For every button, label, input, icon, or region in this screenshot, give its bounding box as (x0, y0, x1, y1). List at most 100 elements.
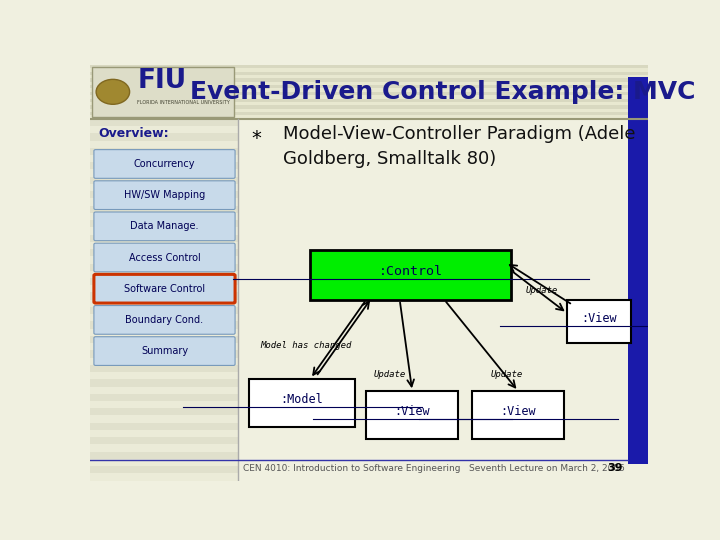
Bar (90, 474, 238, 481)
Bar (249, 379, 355, 427)
Bar (90, 430, 238, 437)
Bar (90, 162, 238, 170)
Bar (90, 65, 648, 68)
Bar (90, 336, 238, 343)
Bar (90, 198, 238, 206)
Bar (90, 206, 238, 213)
Text: Access Control: Access Control (129, 253, 200, 262)
Text: Event-Driven Control Example: MVC: Event-Driven Control Example: MVC (190, 80, 696, 104)
Bar (310, 250, 511, 300)
Bar (366, 391, 458, 439)
Bar (90, 177, 238, 184)
Text: Goldberg, Smalltalk 80): Goldberg, Smalltalk 80) (282, 150, 496, 168)
Bar (90, 126, 238, 133)
Bar (90, 75, 648, 78)
Bar (629, 77, 648, 464)
Bar (90, 92, 648, 95)
Text: Model-View-Controller Paradigm (Adele: Model-View-Controller Paradigm (Adele (282, 125, 635, 143)
Bar (90, 119, 238, 126)
Bar (90, 350, 238, 357)
Bar (90, 148, 238, 155)
Bar (90, 408, 238, 415)
Text: Seventh Lecture on March 2, 2005: Seventh Lecture on March 2, 2005 (469, 464, 625, 472)
Bar (90, 227, 238, 234)
Text: :Control: :Control (379, 265, 443, 278)
Text: *: * (252, 129, 261, 149)
Bar (90, 365, 238, 372)
Bar (90, 451, 238, 459)
Text: Update: Update (526, 286, 558, 295)
Text: FIU: FIU (138, 68, 186, 94)
Bar (90, 155, 238, 162)
Bar (90, 444, 238, 451)
FancyBboxPatch shape (94, 274, 235, 303)
Bar (90, 89, 648, 92)
Bar (90, 72, 648, 75)
Bar (90, 85, 648, 89)
Text: CEN 4010: Introduction to Software Engineering: CEN 4010: Introduction to Software Engin… (243, 464, 461, 472)
Bar (90, 271, 238, 278)
Bar (90, 423, 238, 430)
Bar (90, 300, 238, 307)
Text: :Model: :Model (281, 393, 323, 406)
Bar (472, 391, 564, 439)
Bar (90, 112, 648, 116)
FancyBboxPatch shape (94, 212, 235, 241)
Circle shape (96, 79, 130, 104)
Text: Overview:: Overview: (99, 127, 169, 140)
Text: Summary: Summary (141, 346, 188, 356)
Bar (90, 314, 238, 321)
Bar (90, 437, 238, 444)
Bar (90, 293, 238, 300)
Text: Model has changed: Model has changed (260, 341, 351, 350)
Bar (90, 466, 238, 474)
Text: :View: :View (395, 406, 430, 419)
Bar (90, 264, 238, 271)
Bar (90, 191, 238, 198)
FancyBboxPatch shape (94, 337, 235, 366)
Bar (91, 67, 234, 117)
Text: 39: 39 (608, 463, 623, 473)
Bar (567, 300, 631, 343)
Text: FLORIDA INTERNATIONAL UNIVERSITY: FLORIDA INTERNATIONAL UNIVERSITY (138, 100, 230, 105)
FancyBboxPatch shape (94, 150, 235, 178)
Bar (90, 321, 238, 329)
Bar (90, 102, 648, 105)
Bar (90, 459, 238, 466)
Bar (90, 220, 238, 227)
Bar (90, 242, 238, 249)
Text: HW/SW Mapping: HW/SW Mapping (124, 190, 205, 200)
Text: Boundary Cond.: Boundary Cond. (125, 315, 204, 325)
Bar (90, 95, 648, 99)
Bar (90, 343, 238, 350)
Bar (90, 170, 238, 177)
Text: Update: Update (374, 370, 406, 379)
Bar (90, 357, 238, 365)
Bar (90, 184, 238, 191)
Text: Update: Update (491, 370, 523, 379)
Bar (90, 140, 238, 148)
Bar (90, 415, 238, 423)
Bar (90, 109, 648, 112)
FancyBboxPatch shape (94, 306, 235, 334)
FancyBboxPatch shape (94, 181, 235, 210)
Bar (90, 105, 648, 109)
Bar (90, 78, 648, 82)
Bar (90, 133, 238, 140)
Text: Software Control: Software Control (124, 284, 205, 294)
Bar (90, 68, 648, 72)
Text: Concurrency: Concurrency (134, 159, 195, 169)
Bar (90, 99, 648, 102)
Bar (90, 249, 238, 256)
Text: Data Manage.: Data Manage. (130, 221, 199, 231)
Bar (90, 278, 238, 285)
Bar (90, 394, 238, 401)
Text: :View: :View (581, 312, 617, 325)
Bar (90, 256, 238, 264)
Bar (90, 379, 238, 387)
FancyBboxPatch shape (94, 243, 235, 272)
Bar (90, 401, 238, 408)
Bar (90, 234, 238, 242)
Bar (90, 387, 238, 394)
Bar (90, 329, 238, 336)
